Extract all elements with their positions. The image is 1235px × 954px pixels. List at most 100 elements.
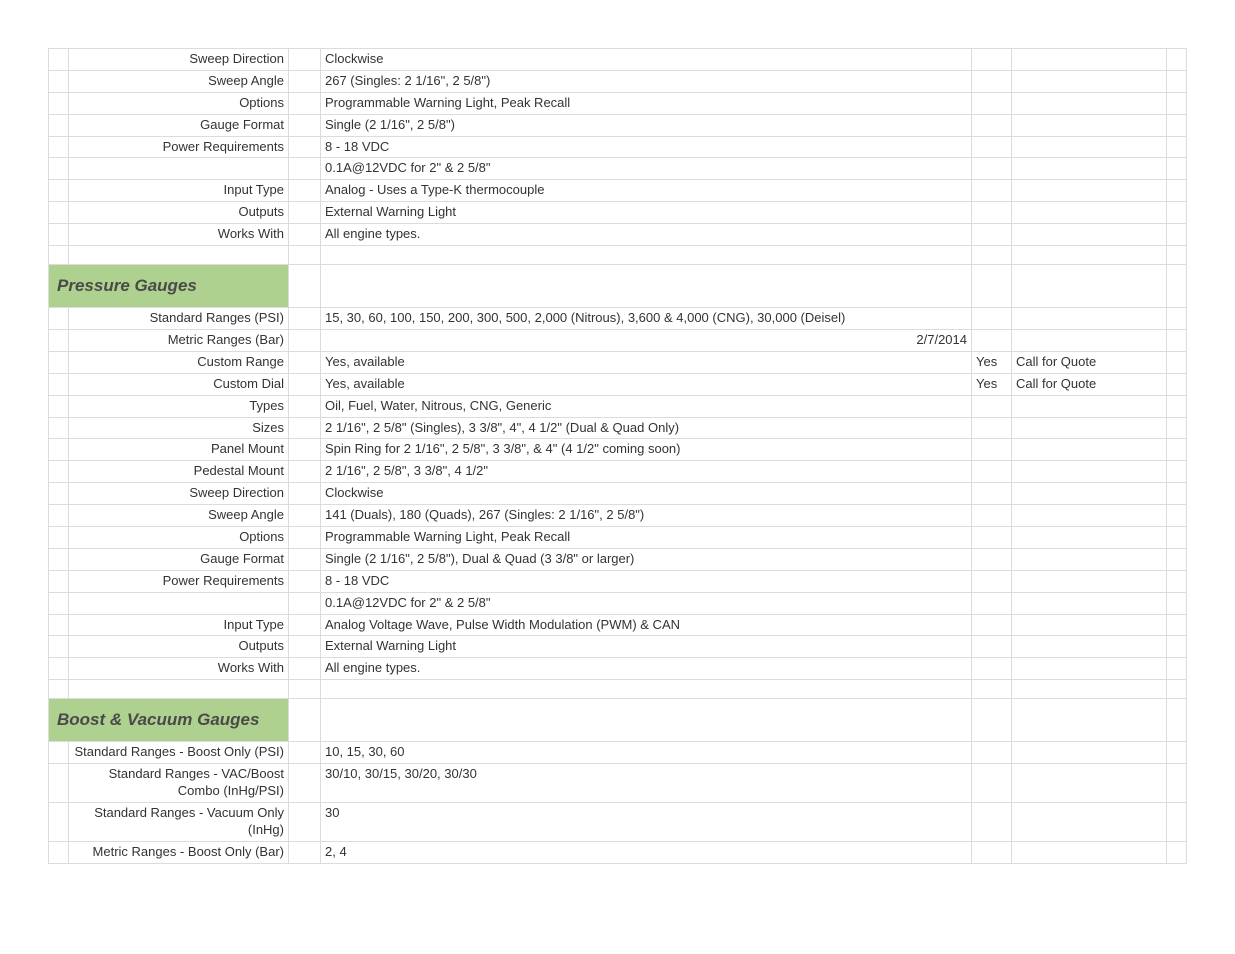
table-row: Power Requirements8 - 18 VDC [49, 136, 1187, 158]
cell-empty [289, 548, 321, 570]
spec-col4 [972, 527, 1012, 549]
spec-col5 [1012, 548, 1167, 570]
spec-value: Clockwise [321, 483, 972, 505]
spec-col5: Call for Quote [1012, 351, 1167, 373]
spec-col4 [972, 136, 1012, 158]
spec-col5 [1012, 70, 1167, 92]
cell-empty [1167, 439, 1187, 461]
cell-empty [289, 351, 321, 373]
cell-empty [1167, 680, 1187, 699]
cell-empty [289, 417, 321, 439]
spec-col4 [972, 180, 1012, 202]
spec-value: Spin Ring for 2 1/16", 2 5/8", 3 3/8", &… [321, 439, 972, 461]
cell-empty [1167, 505, 1187, 527]
spec-col4 [972, 505, 1012, 527]
spec-col5 [1012, 570, 1167, 592]
cell-empty [49, 417, 69, 439]
spec-value: External Warning Light [321, 202, 972, 224]
spec-col4 [972, 841, 1012, 863]
table-row: Panel MountSpin Ring for 2 1/16", 2 5/8"… [49, 439, 1187, 461]
cell-empty [49, 308, 69, 330]
table-row: Custom RangeYes, availableYesCall for Qu… [49, 351, 1187, 373]
cell-empty [49, 373, 69, 395]
spec-col4 [972, 308, 1012, 330]
table-row: OutputsExternal Warning Light [49, 202, 1187, 224]
cell-empty [321, 246, 972, 265]
table-row: Pedestal Mount 2 1/16", 2 5/8", 3 3/8", 4… [49, 461, 1187, 483]
spec-value: Single (2 1/16", 2 5/8") [321, 114, 972, 136]
cell-empty [289, 330, 321, 352]
spec-col5 [1012, 114, 1167, 136]
spec-value: 30 [321, 803, 972, 842]
spec-label: Sweep Direction [69, 483, 289, 505]
table-row: Gauge FormatSingle (2 1/16", 2 5/8") [49, 114, 1187, 136]
cell-empty [49, 764, 69, 803]
cell-empty [49, 636, 69, 658]
cell-empty [69, 246, 289, 265]
spec-value: 8 - 18 VDC [321, 570, 972, 592]
table-row: Pressure Gauges [49, 265, 1187, 308]
cell-empty [1167, 699, 1187, 742]
cell-empty [1167, 373, 1187, 395]
table-row: 0.1A@12VDC for 2" & 2 5/8" [49, 592, 1187, 614]
cell-empty [49, 461, 69, 483]
spec-value: All engine types. [321, 224, 972, 246]
cell-empty [289, 224, 321, 246]
table-row: Gauge FormatSingle (2 1/16", 2 5/8"), Du… [49, 548, 1187, 570]
cell-empty [49, 114, 69, 136]
spec-col4 [972, 114, 1012, 136]
spec-col5 [1012, 483, 1167, 505]
spec-col5 [1012, 49, 1167, 71]
cell-empty [321, 699, 972, 742]
spec-label: Sweep Angle [69, 70, 289, 92]
spec-label [69, 158, 289, 180]
cell-empty [1167, 803, 1187, 842]
cell-empty [49, 439, 69, 461]
cell-empty [1167, 483, 1187, 505]
spec-col5 [1012, 395, 1167, 417]
table-row: Input TypeAnalog - Uses a Type-K thermoc… [49, 180, 1187, 202]
spec-value: 2 1/16", 2 5/8" (Singles), 3 3/8", 4", 4… [321, 417, 972, 439]
spec-label: Pedestal Mount [69, 461, 289, 483]
cell-empty [321, 265, 972, 308]
cell-empty [1167, 180, 1187, 202]
spec-value: Yes, available [321, 351, 972, 373]
cell-empty [289, 742, 321, 764]
cell-empty [49, 395, 69, 417]
cell-empty [1167, 202, 1187, 224]
cell-empty [49, 548, 69, 570]
table-row: Boost & Vacuum Gauges [49, 699, 1187, 742]
spec-col4 [972, 570, 1012, 592]
table-row: Standard Ranges - Vacuum Only (InHg)30 [49, 803, 1187, 842]
cell-empty [49, 658, 69, 680]
spec-col4 [972, 803, 1012, 842]
cell-empty [289, 395, 321, 417]
cell-empty [49, 246, 69, 265]
cell-empty [972, 265, 1012, 308]
cell-empty [49, 592, 69, 614]
table-row: Standard Ranges - Boost Only (PSI)10, 15… [49, 742, 1187, 764]
table-row: Standard Ranges - VAC/Boost Combo (InHg/… [49, 764, 1187, 803]
table-row: Standard Ranges (PSI)15, 30, 60, 100, 15… [49, 308, 1187, 330]
spec-value: 267 (Singles: 2 1/16", 2 5/8") [321, 70, 972, 92]
cell-empty [289, 505, 321, 527]
spec-col4 [972, 764, 1012, 803]
cell-empty [1167, 614, 1187, 636]
cell-empty [49, 330, 69, 352]
cell-empty [1167, 548, 1187, 570]
spec-col5 [1012, 92, 1167, 114]
spec-label: Gauge Format [69, 548, 289, 570]
cell-empty [49, 483, 69, 505]
spec-value: 30/10, 30/15, 30/20, 30/30 [321, 764, 972, 803]
table-row [49, 246, 1187, 265]
cell-empty [972, 699, 1012, 742]
cell-empty [1167, 592, 1187, 614]
cell-empty [1012, 265, 1167, 308]
table-row: Sweep Angle 267 (Singles: 2 1/16", 2 5/8"… [49, 70, 1187, 92]
cell-empty [49, 180, 69, 202]
spec-label: Options [69, 527, 289, 549]
spec-value: 2 1/16", 2 5/8", 3 3/8", 4 1/2" [321, 461, 972, 483]
spec-col4 [972, 548, 1012, 570]
cell-empty [289, 246, 321, 265]
spec-col4 [972, 439, 1012, 461]
